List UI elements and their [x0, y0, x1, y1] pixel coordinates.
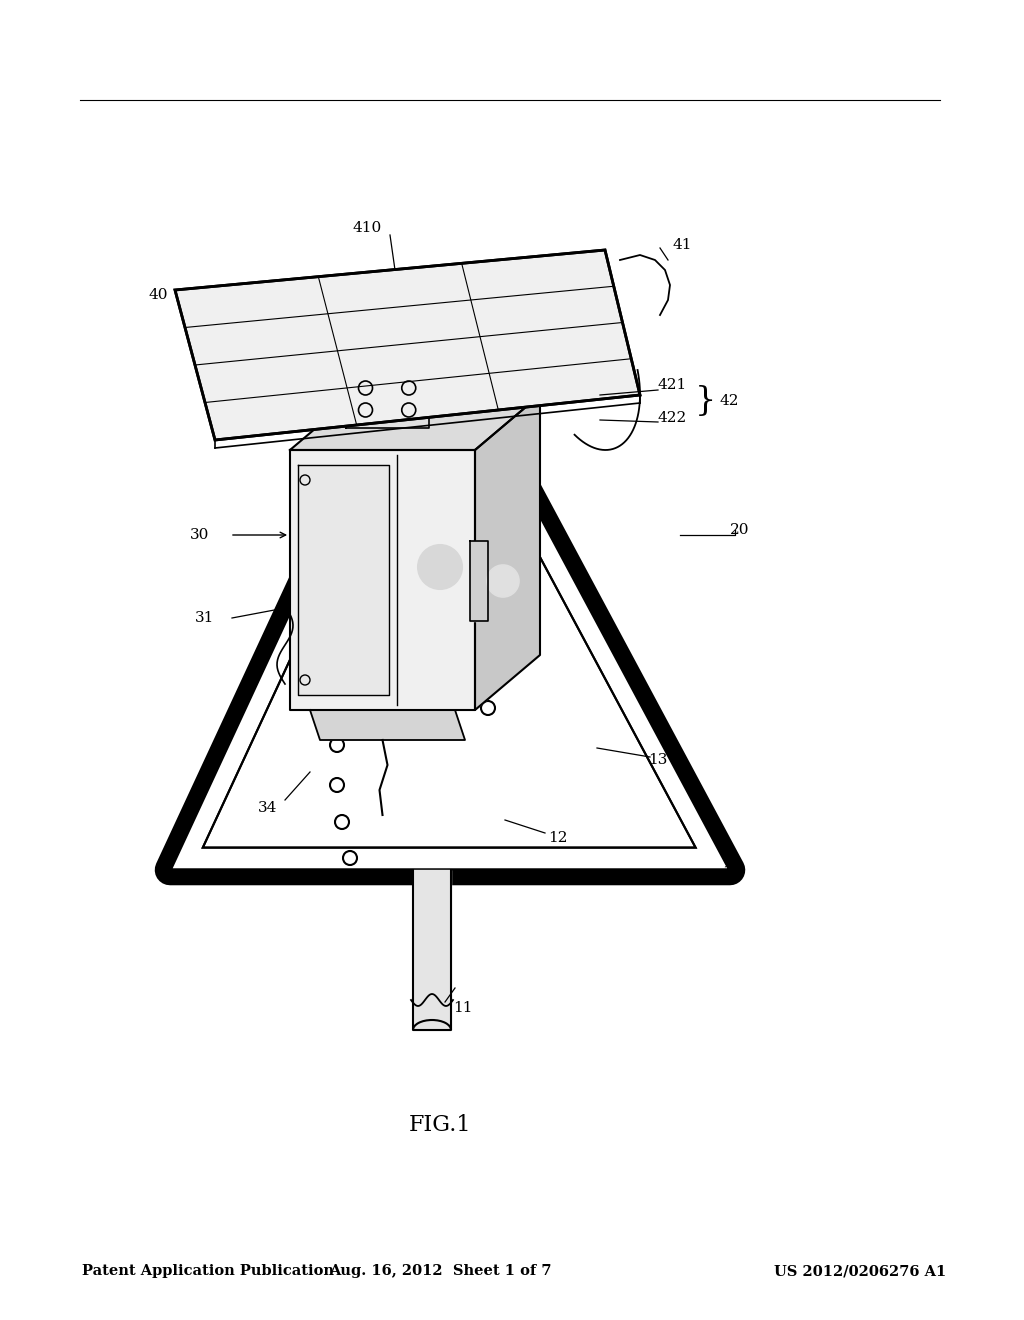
Text: 12: 12 — [548, 832, 567, 845]
Text: Patent Application Publication: Patent Application Publication — [82, 1265, 334, 1278]
Polygon shape — [175, 249, 640, 440]
Polygon shape — [170, 310, 730, 870]
Text: 422: 422 — [658, 411, 687, 425]
Text: FIG.1: FIG.1 — [409, 1114, 471, 1137]
Text: 11: 11 — [454, 1001, 473, 1015]
Polygon shape — [298, 465, 389, 696]
Text: }: } — [695, 385, 716, 417]
Polygon shape — [345, 352, 443, 374]
Text: 410: 410 — [352, 220, 382, 235]
Polygon shape — [413, 870, 451, 1030]
Polygon shape — [170, 310, 730, 870]
Text: 34: 34 — [258, 801, 278, 814]
Text: 41: 41 — [672, 238, 692, 252]
Polygon shape — [475, 395, 540, 710]
Polygon shape — [290, 395, 540, 450]
Polygon shape — [345, 374, 429, 428]
Text: 421: 421 — [658, 378, 687, 392]
Polygon shape — [470, 541, 488, 620]
Text: US 2012/0206276 A1: US 2012/0206276 A1 — [774, 1265, 946, 1278]
Text: 10: 10 — [722, 865, 741, 879]
Text: 30: 30 — [190, 528, 210, 543]
Text: 20: 20 — [730, 523, 750, 537]
Text: 13: 13 — [648, 752, 668, 767]
Text: Aug. 16, 2012  Sheet 1 of 7: Aug. 16, 2012 Sheet 1 of 7 — [329, 1265, 552, 1278]
Circle shape — [487, 565, 519, 597]
Text: 42: 42 — [720, 393, 739, 408]
Circle shape — [418, 545, 462, 589]
Text: 40: 40 — [148, 288, 168, 302]
Polygon shape — [310, 710, 465, 741]
Text: 31: 31 — [196, 611, 215, 624]
Polygon shape — [290, 450, 475, 710]
Polygon shape — [203, 355, 695, 847]
